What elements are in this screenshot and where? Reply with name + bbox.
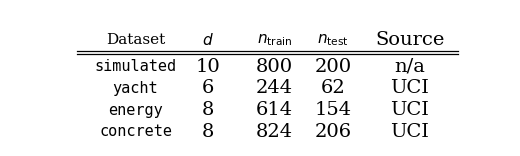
Text: concrete: concrete [99, 124, 172, 139]
Text: Dataset: Dataset [106, 33, 165, 47]
Text: energy: energy [108, 102, 163, 117]
Text: UCI: UCI [390, 101, 429, 119]
Text: 10: 10 [196, 58, 220, 76]
Text: 244: 244 [256, 79, 293, 97]
Text: 154: 154 [315, 101, 352, 119]
Text: $n_{\mathrm{train}}$: $n_{\mathrm{train}}$ [257, 32, 292, 48]
Text: 614: 614 [256, 101, 293, 119]
Text: yacht: yacht [113, 81, 158, 96]
Text: 8: 8 [202, 123, 214, 141]
Text: Source: Source [375, 31, 444, 49]
Text: UCI: UCI [390, 79, 429, 97]
Text: 824: 824 [256, 123, 293, 141]
Text: 800: 800 [256, 58, 293, 76]
Text: 8: 8 [202, 101, 214, 119]
Text: 200: 200 [315, 58, 352, 76]
Text: simulated: simulated [95, 59, 177, 74]
Text: 206: 206 [315, 123, 352, 141]
Text: 6: 6 [202, 79, 214, 97]
Text: $d$: $d$ [202, 32, 214, 48]
Text: UCI: UCI [390, 123, 429, 141]
Text: 62: 62 [321, 79, 345, 97]
Text: n/a: n/a [394, 58, 425, 76]
Text: $n_{\mathrm{test}}$: $n_{\mathrm{test}}$ [317, 32, 349, 48]
